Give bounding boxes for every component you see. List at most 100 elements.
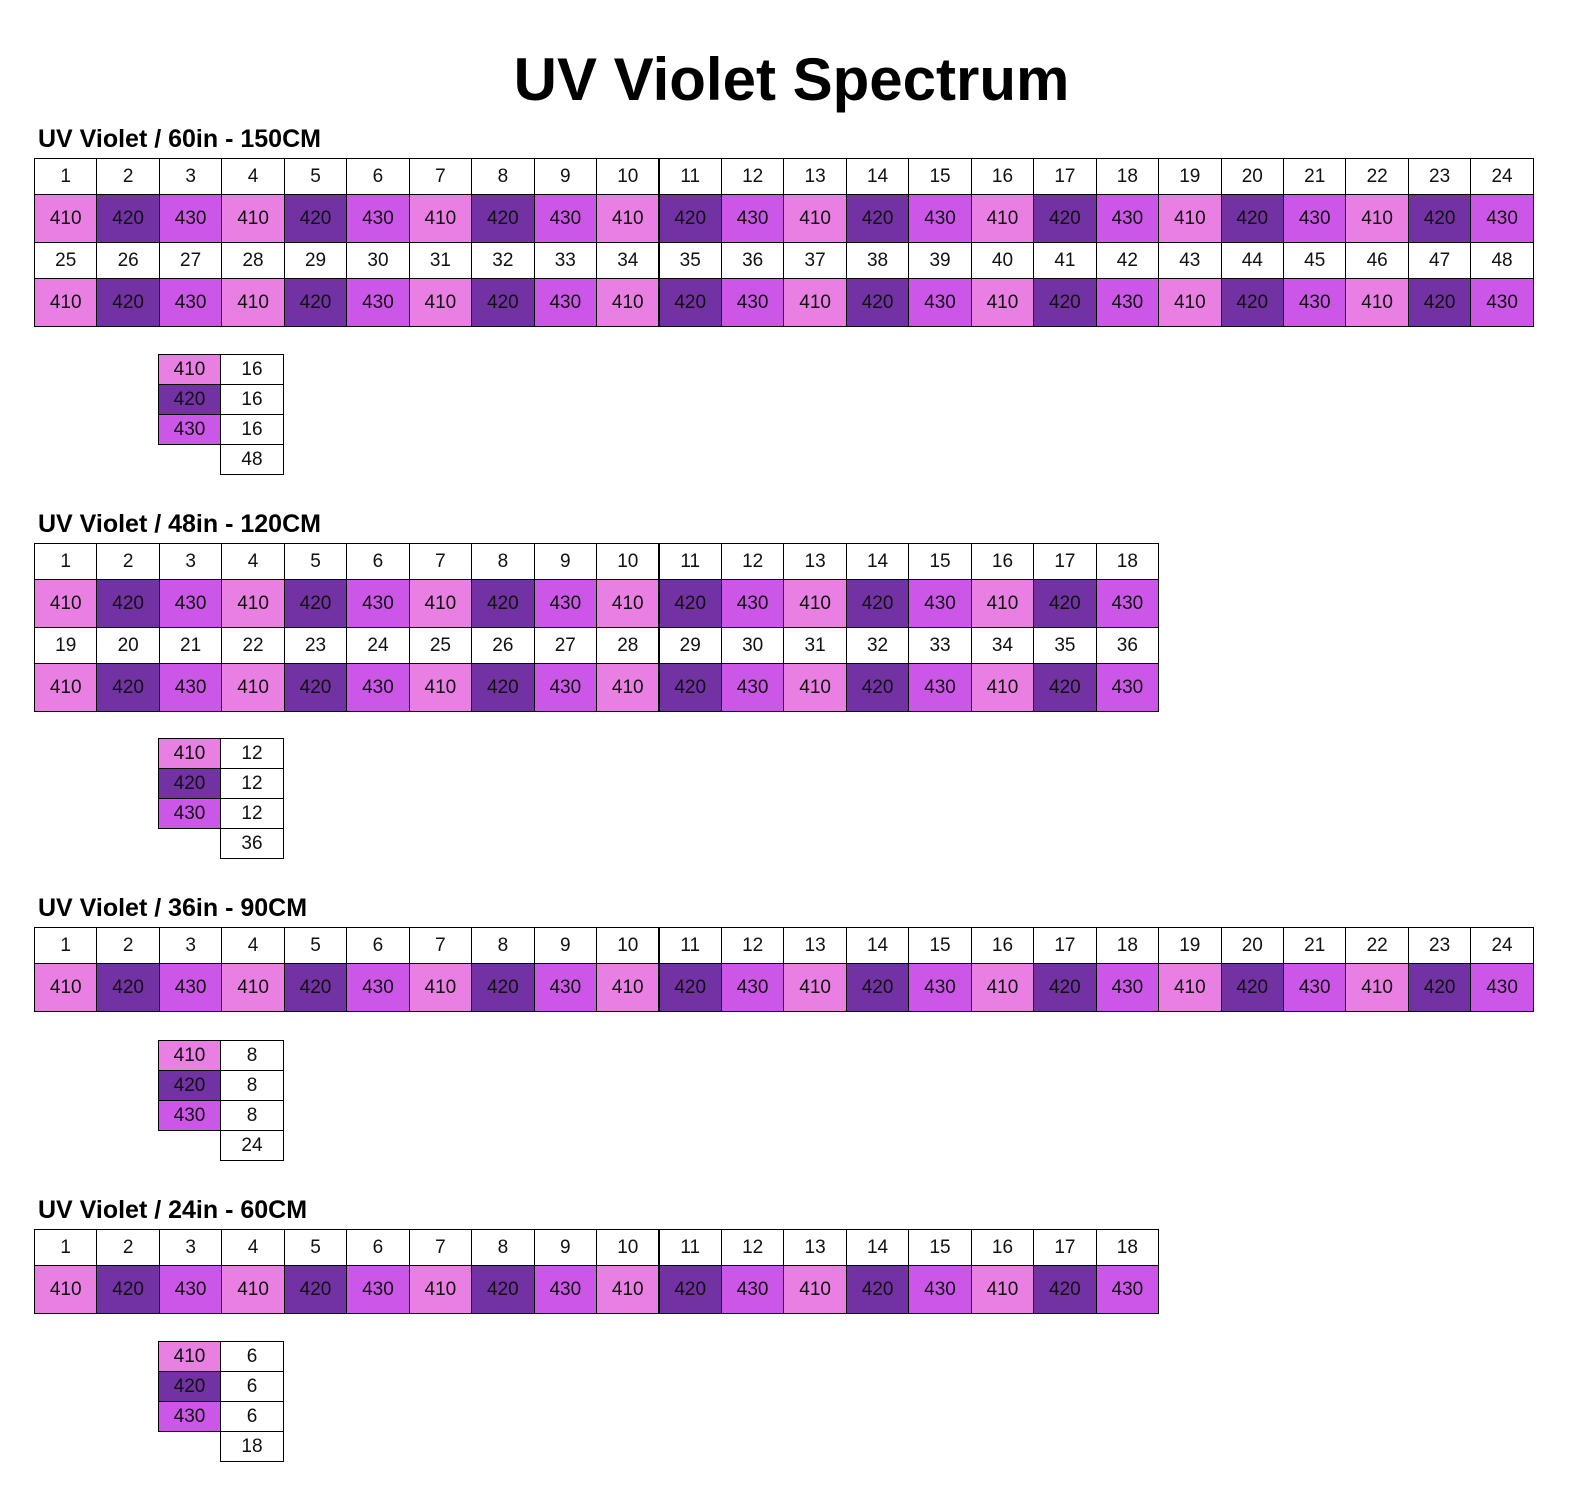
wavelength-cell: 430 bbox=[1283, 278, 1347, 327]
position-cell: 37 bbox=[783, 242, 847, 279]
position-cell: 30 bbox=[346, 242, 410, 279]
wavelength-cell: 430 bbox=[1095, 278, 1160, 327]
position-cell: 25 bbox=[408, 627, 473, 664]
position-cell: 16 bbox=[970, 927, 1035, 964]
wavelength-cell: 430 bbox=[533, 1265, 598, 1314]
wavelength-cell: 410 bbox=[970, 278, 1035, 327]
position-cell: 24 bbox=[346, 627, 410, 664]
wavelength-cell: 410 bbox=[221, 278, 285, 327]
position-cell: 28 bbox=[596, 627, 660, 664]
wavelength-cell: 420 bbox=[1407, 963, 1472, 1012]
position-cell: 29 bbox=[658, 627, 722, 664]
wavelength-cell: 420 bbox=[1033, 579, 1097, 628]
summary-total: 36 bbox=[220, 828, 284, 859]
position-cell: 2 bbox=[96, 543, 160, 580]
wavelength-cell: 410 bbox=[1158, 278, 1222, 327]
wavelength-cell: 420 bbox=[845, 1265, 910, 1314]
position-cell: 46 bbox=[1345, 242, 1409, 279]
position-cell: 15 bbox=[908, 543, 972, 580]
position-cell: 26 bbox=[471, 627, 535, 664]
wavelength-cell: 420 bbox=[1033, 663, 1097, 712]
position-cell: 21 bbox=[1283, 927, 1347, 964]
wavelength-cell: 430 bbox=[720, 579, 785, 628]
position-cell: 42 bbox=[1095, 242, 1160, 279]
position-cell: 3 bbox=[158, 1229, 223, 1266]
wavelength-cell: 420 bbox=[1220, 194, 1284, 243]
wavelength-cell: 410 bbox=[1158, 194, 1222, 243]
position-cell: 35 bbox=[1033, 627, 1097, 664]
position-cell: 9 bbox=[533, 927, 598, 964]
wavelength-cell: 420 bbox=[658, 194, 722, 243]
position-cell: 12 bbox=[720, 158, 785, 195]
position-cell: 45 bbox=[1283, 242, 1347, 279]
wavelength-cell: 420 bbox=[471, 663, 535, 712]
wavelength-cell: 420 bbox=[658, 579, 722, 628]
position-cell: 36 bbox=[720, 242, 785, 279]
position-cell: 41 bbox=[1033, 242, 1097, 279]
wavelength-cell: 420 bbox=[96, 194, 160, 243]
position-cell: 1 bbox=[34, 1229, 98, 1266]
position-cell: 32 bbox=[845, 627, 910, 664]
position-cell: 5 bbox=[283, 543, 348, 580]
position-cell: 48 bbox=[1470, 242, 1534, 279]
wavelength-cell: 430 bbox=[533, 278, 598, 327]
position-cell: 22 bbox=[221, 627, 285, 664]
summary-count: 6 bbox=[220, 1401, 284, 1432]
position-cell: 47 bbox=[1407, 242, 1472, 279]
wavelength-cell: 420 bbox=[283, 963, 348, 1012]
position-cell: 16 bbox=[970, 543, 1035, 580]
position-cell: 21 bbox=[158, 627, 223, 664]
wavelength-cell: 410 bbox=[34, 663, 98, 712]
wavelength-cell: 430 bbox=[158, 194, 223, 243]
wavelength-cell: 410 bbox=[970, 194, 1035, 243]
position-cell: 4 bbox=[221, 543, 285, 580]
position-cell: 6 bbox=[346, 158, 410, 195]
wavelength-cell: 410 bbox=[596, 278, 660, 327]
wavelength-cell: 410 bbox=[408, 194, 473, 243]
position-cell: 17 bbox=[1033, 543, 1097, 580]
wavelength-cell: 430 bbox=[346, 194, 410, 243]
wavelength-cell: 410 bbox=[783, 963, 847, 1012]
wavelength-cell: 430 bbox=[908, 194, 972, 243]
wavelength-cell: 430 bbox=[720, 278, 785, 327]
position-cell: 2 bbox=[96, 1229, 160, 1266]
wavelength-cell: 410 bbox=[408, 963, 473, 1012]
wavelength-cell: 430 bbox=[533, 579, 598, 628]
position-cell: 29 bbox=[283, 242, 348, 279]
position-cell: 2 bbox=[96, 927, 160, 964]
position-cell: 17 bbox=[1033, 927, 1097, 964]
position-cell: 22 bbox=[1345, 927, 1409, 964]
position-cell: 13 bbox=[783, 1229, 847, 1266]
wavelength-cell: 420 bbox=[283, 663, 348, 712]
wavelength-cell: 430 bbox=[908, 963, 972, 1012]
position-cell: 33 bbox=[908, 627, 972, 664]
wavelength-cell: 410 bbox=[221, 1265, 285, 1314]
wavelength-cell: 430 bbox=[1095, 579, 1160, 628]
wavelength-cell: 430 bbox=[908, 278, 972, 327]
position-cell: 23 bbox=[1407, 927, 1472, 964]
wavelength-cell: 420 bbox=[96, 963, 160, 1012]
position-cell: 1 bbox=[34, 158, 98, 195]
position-cell: 20 bbox=[1220, 927, 1284, 964]
summary-wavelength: 420 bbox=[158, 384, 221, 415]
wavelength-cell: 430 bbox=[346, 278, 410, 327]
position-cell: 1 bbox=[34, 927, 98, 964]
wavelength-cell: 420 bbox=[845, 194, 910, 243]
wavelength-cell: 430 bbox=[158, 579, 223, 628]
wavelength-cell: 410 bbox=[1345, 194, 1409, 243]
position-cell: 4 bbox=[221, 927, 285, 964]
position-cell: 26 bbox=[96, 242, 160, 279]
position-cell: 18 bbox=[1095, 1229, 1160, 1266]
summary-count: 16 bbox=[220, 354, 284, 385]
wavelength-cell: 430 bbox=[1095, 1265, 1160, 1314]
summary-count: 12 bbox=[220, 738, 284, 769]
position-cell: 12 bbox=[720, 543, 785, 580]
wavelength-cell: 410 bbox=[34, 963, 98, 1012]
wavelength-cell: 420 bbox=[283, 278, 348, 327]
position-cell: 10 bbox=[596, 158, 660, 195]
wavelength-cell: 410 bbox=[408, 663, 473, 712]
position-cell: 35 bbox=[658, 242, 722, 279]
summary-total: 18 bbox=[220, 1431, 284, 1462]
wavelength-cell: 430 bbox=[1095, 194, 1160, 243]
wavelength-cell: 420 bbox=[96, 579, 160, 628]
